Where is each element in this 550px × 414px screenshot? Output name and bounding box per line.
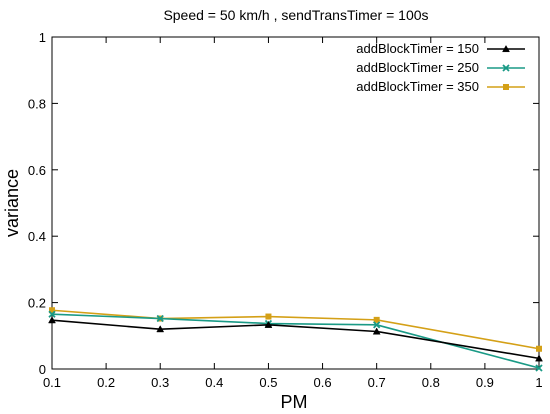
y-tick-label: 0.8 [28,96,46,111]
plot-frame [51,36,540,370]
y-tick-label: 0.2 [28,296,46,311]
legend-label-0: addBlockTimer = 150 [356,41,479,56]
y-tick-label: 1 [39,30,46,45]
data-point-series-1 [373,321,381,329]
y-tick-label: 0.6 [28,163,46,178]
legend-label-1: addBlockTimer = 250 [356,60,479,75]
data-point-series-0 [48,316,56,324]
x-tick-label: 1 [535,375,542,390]
series-line-0 [51,319,540,360]
x-tick-label: 0.2 [97,375,115,390]
data-point-series-2 [265,313,272,320]
x-tick-label: 0.6 [314,375,332,390]
x-tick-label: 0.9 [476,375,494,390]
y-tick-label: 0.4 [28,229,46,244]
data-point-series-0 [156,325,165,333]
data-point-series-2 [49,307,55,314]
series-line-2 [51,309,540,350]
x-tick-label: 0.7 [368,375,386,390]
data-point-series-2 [373,316,380,323]
y-axis-label: variance [2,169,22,237]
series-line-1 [51,313,540,369]
data-point-series-0 [535,354,543,362]
x-tick-label: 0.8 [422,375,440,390]
x-tick-label: 0.4 [205,375,223,390]
data-point-series-1 [156,314,164,323]
data-point-series-0 [264,320,273,328]
data-point-series-0 [372,327,381,335]
legend-marker-1 [502,64,510,72]
data-point-series-2 [536,345,542,352]
legend-marker-2 [503,84,509,90]
x-axis-label: PM [281,392,308,412]
x-tick-label: 0.1 [43,375,61,390]
x-tick-label: 0.3 [151,375,169,390]
data-point-series-1 [535,364,543,372]
legend-label-2: addBlockTimer = 350 [356,79,479,94]
data-point-series-1 [48,310,56,318]
plot-area: 0.1 0.2 0.3 0.4 0.5 0.6 0.7 0.8 0.9 1 0 0.2 0.4 0.6 0.… [28,30,543,390]
chart-title: Speed = 50 km/h , sendTransTimer = 100s [163,7,428,23]
legend-marker-0 [502,44,510,53]
x-tick-label: 0.5 [259,375,277,390]
y-tick-label: 0 [39,362,46,377]
